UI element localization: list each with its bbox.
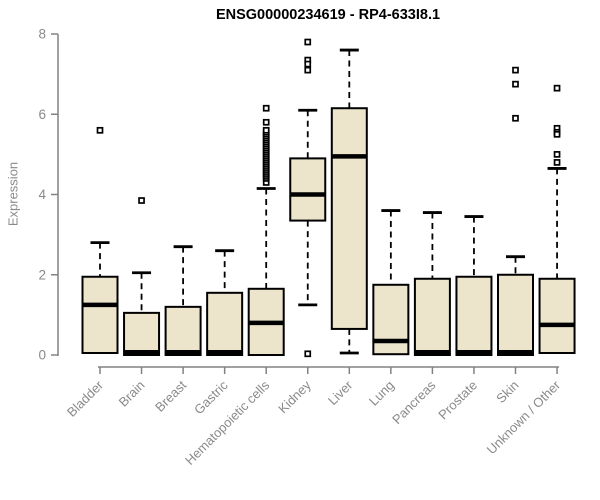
box-gastric (206, 249, 244, 356)
box-kidney (289, 38, 327, 358)
y-axis: 0 2 4 6 8 (38, 27, 59, 363)
iqr-box (538, 277, 576, 354)
outlier-point (304, 60, 312, 68)
outlier-point (138, 197, 145, 204)
iqr-box (123, 311, 161, 356)
x-tick-label-8: Pancreas (389, 377, 439, 427)
box-breast (164, 245, 202, 357)
x-tick-label-10: Skin (493, 378, 521, 406)
box-liver (330, 48, 368, 355)
y-tick-label-4: 4 (38, 187, 46, 202)
x-tick-label-3: Gastric (191, 377, 231, 417)
x-tick-label-2: Breast (152, 377, 189, 414)
iqr-box (372, 283, 410, 356)
outlier-point (553, 84, 561, 92)
outlier-point (262, 126, 270, 134)
x-tick-label-1: Brain (116, 378, 148, 410)
x-tick-label-7: Lung (366, 378, 397, 409)
box-pancreas (413, 211, 451, 357)
x-tick-label-5: Kidney (275, 377, 314, 416)
box-brain (123, 197, 161, 356)
y-tick-label-8: 8 (38, 27, 46, 42)
iqr-box (497, 273, 534, 356)
outlier-point (512, 66, 519, 74)
x-tick-label-6: Liver (325, 377, 356, 408)
chart-title: ENSG00000234619 - RP4-633I8.1 (215, 7, 441, 23)
outlier-point (96, 126, 104, 134)
y-tick-label-6: 6 (38, 107, 46, 122)
outlier-point (553, 151, 561, 158)
outlier-point (512, 114, 519, 122)
outlier-point (553, 159, 561, 166)
outlier-point (262, 118, 270, 126)
outlier-point (262, 104, 270, 112)
y-tick-label-0: 0 (38, 348, 46, 363)
box-hematopoietic-cells (247, 104, 285, 357)
x-tick-label-11: Unknown / Other (484, 377, 564, 457)
box-unknown-other (538, 84, 576, 354)
box-bladder (81, 126, 119, 354)
iqr-box (164, 305, 202, 357)
box-lung (372, 209, 410, 356)
outlier-point (304, 66, 312, 74)
x-tick-label-0: Bladder (64, 377, 107, 420)
outlier-point (553, 130, 561, 138)
x-tick-label-9: Prostate (435, 378, 480, 423)
outlier-point (304, 350, 312, 358)
box-prostate (455, 215, 493, 357)
box-skin (497, 66, 534, 356)
iqr-box (455, 275, 493, 357)
outlier-point (304, 38, 312, 46)
iqr-box (289, 157, 327, 222)
iqr-box (330, 107, 368, 330)
iqr-box (413, 277, 451, 357)
iqr-box (206, 291, 244, 356)
outlier-point (512, 80, 519, 88)
iqr-box (81, 275, 119, 354)
y-tick-label-2: 2 (38, 267, 46, 282)
